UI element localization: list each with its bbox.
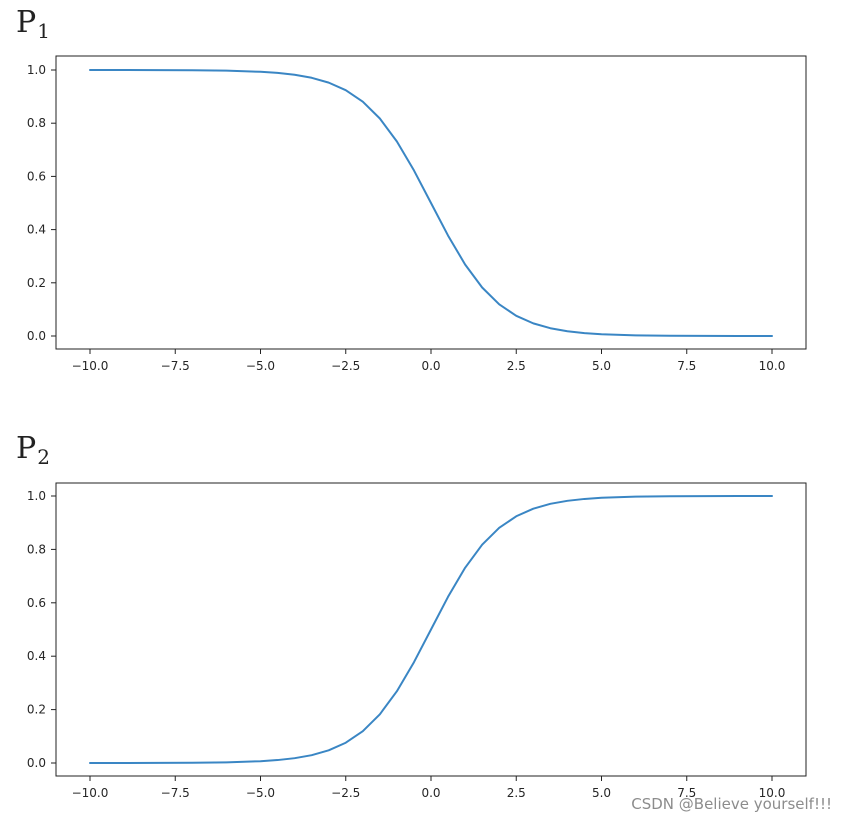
p2-x-tick-label: 2.5 [507,786,526,800]
p2-x-tick-label: 10.0 [759,786,786,800]
panel-label-p2-text: P [16,431,37,466]
p1-x-tick-label: −5.0 [246,359,275,373]
p1-series-line [89,69,773,337]
chart-p2: −10.0 −7.5 −5.0 −2.5 0.0 2.5 5.0 7.5 10.0 0.0 0.2 0… [27,482,807,800]
p2-x-tick-label: −2.5 [331,786,360,800]
p1-x-tick-label: −10.0 [72,359,109,373]
p1-y-tick-label: 0.6 [27,169,46,183]
p2-x-tick-label: 0.0 [421,786,440,800]
p2-y-tick-label: 0.2 [27,703,46,717]
p2-y-tick-label: 0.8 [27,542,46,556]
p2-y-tick-label: 1.0 [27,489,46,503]
p2-series-line [89,495,773,764]
p1-x-tick-label: 7.5 [677,359,696,373]
p2-x-tick-label: −7.5 [161,786,190,800]
panel-label-p1-text: P [16,5,37,40]
p1-y-tick-label: 0.2 [27,276,46,290]
p1-x-tick-label: 10.0 [759,359,786,373]
p1-x-tick-label: 2.5 [507,359,526,373]
panel-label-p1: P1 [16,5,50,43]
p2-x-tick-label: 7.5 [677,786,696,800]
p2-y-tick-label: 0.4 [27,649,46,663]
panel-label-p2-subscript: 2 [37,445,50,469]
p1-x-tick-label: −2.5 [331,359,360,373]
p2-y-tick-label: 0.0 [27,756,46,770]
p1-x-tick-label: 5.0 [592,359,611,373]
p2-x-tick-label: −5.0 [246,786,275,800]
chart-p1: −10.0 −7.5 −5.0 −2.5 0.0 2.5 5.0 7.5 10.0 0.0 0.2 0… [27,55,807,373]
p1-y-tick-label: 0.4 [27,223,46,237]
p2-x-tick-label: −10.0 [72,786,109,800]
p1-y-tick-label: 0.8 [27,116,46,130]
p2-x-tick-label: 5.0 [592,786,611,800]
watermark: CSDN @Believe yourself!!! [631,795,832,813]
panel-label-p1-subscript: 1 [37,19,50,43]
p1-x-tick-label: −7.5 [161,359,190,373]
p2-y-tick-label: 0.6 [27,596,46,610]
panel-label-p2: P2 [16,431,50,469]
p1-x-tick-label: 0.0 [421,359,440,373]
p1-y-tick-label: 0.0 [27,329,46,343]
p1-y-tick-label: 1.0 [27,63,46,77]
